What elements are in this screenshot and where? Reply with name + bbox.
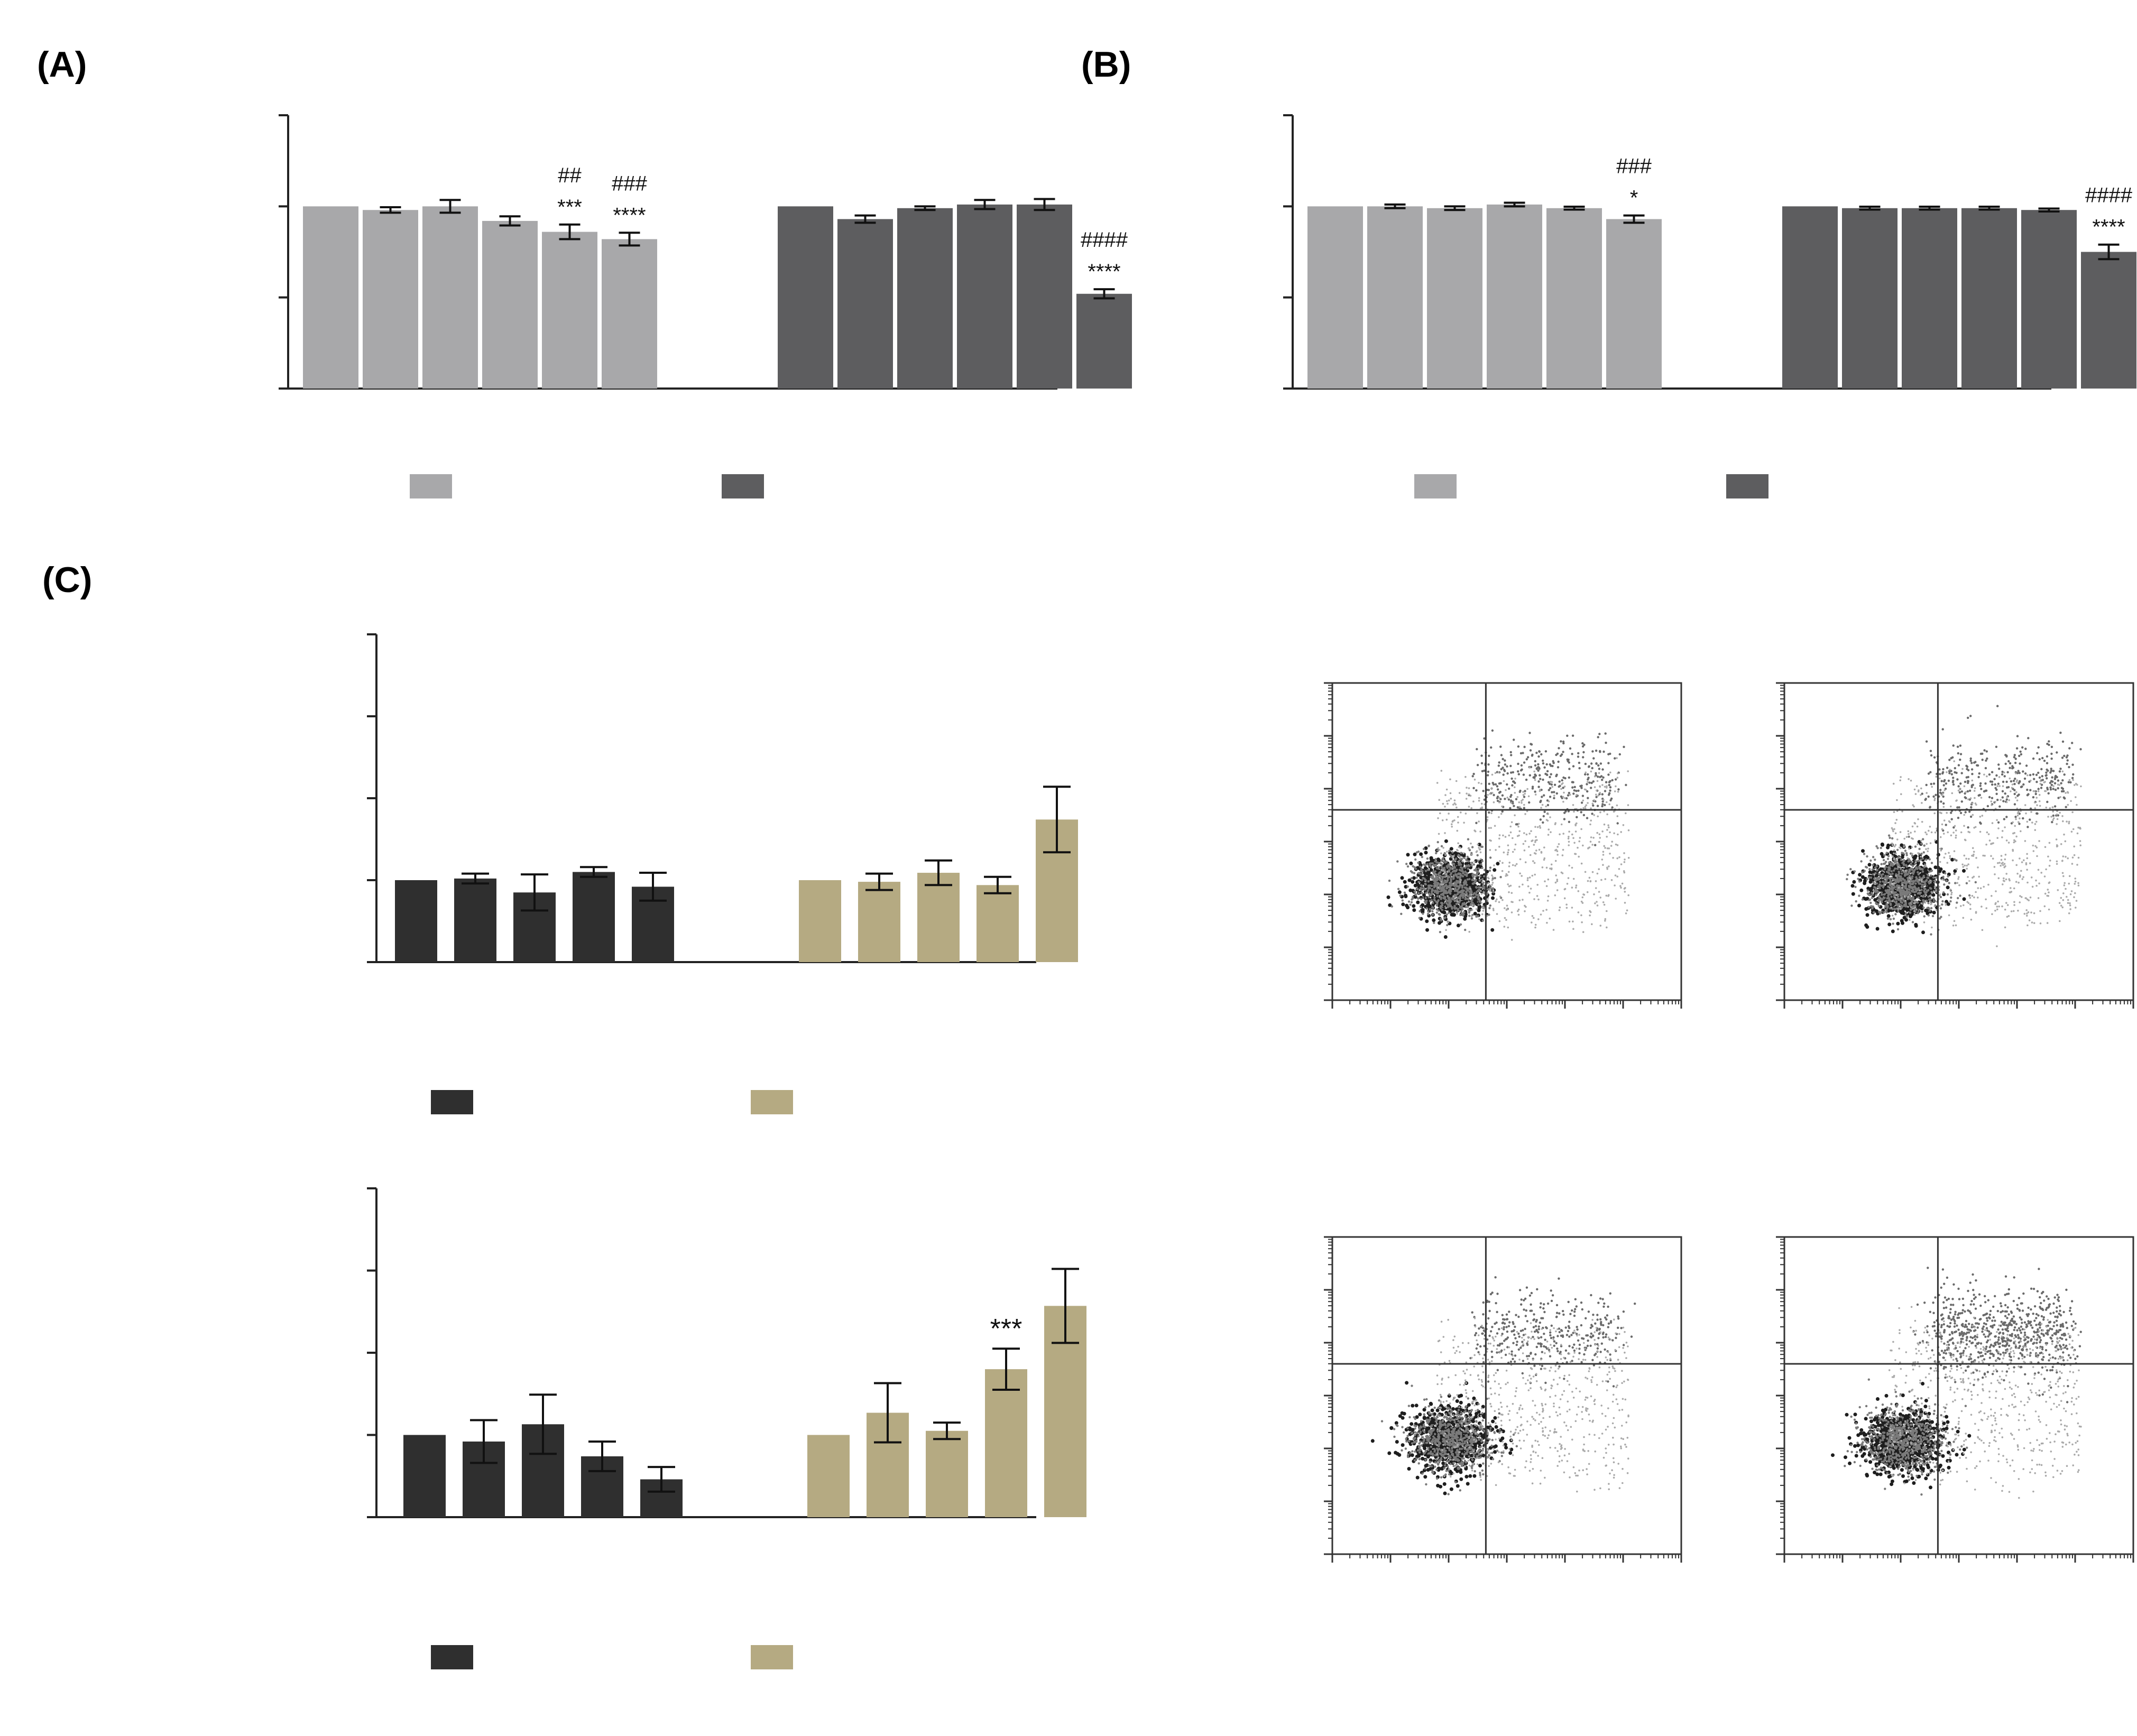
bar bbox=[1076, 293, 1132, 389]
bar bbox=[778, 206, 833, 389]
flow-plot-0-6h bbox=[1324, 682, 1682, 1009]
bar bbox=[1902, 208, 1957, 389]
significance-mark: *** bbox=[557, 196, 582, 219]
flow-plot-20-6h bbox=[1776, 682, 2134, 1009]
bar bbox=[977, 885, 1019, 962]
bar bbox=[957, 204, 1012, 389]
legend-swatch bbox=[751, 1090, 793, 1114]
flow-plot-frame bbox=[1783, 682, 2134, 1001]
legend-swatch bbox=[431, 1645, 473, 1669]
legend-swatch bbox=[1726, 474, 1768, 498]
panel-label-b: (B) bbox=[1081, 44, 1131, 85]
significance-mark: **** bbox=[2092, 216, 2125, 239]
flow-dots bbox=[1386, 729, 1630, 941]
significance-mark: #### bbox=[2085, 184, 2133, 207]
bar bbox=[403, 1435, 446, 1517]
bar bbox=[1606, 219, 1662, 389]
bar bbox=[926, 1430, 968, 1517]
bar bbox=[1546, 208, 1602, 389]
bar bbox=[1842, 208, 1897, 389]
bar bbox=[1367, 206, 1423, 389]
flow-dots bbox=[1370, 1276, 1636, 1495]
cell-death-6h-chart bbox=[367, 633, 1078, 1114]
bar bbox=[363, 210, 418, 389]
cell-death-12h-chart: *** bbox=[367, 1187, 1086, 1669]
bar bbox=[897, 208, 953, 389]
bar bbox=[1782, 206, 1838, 389]
legend-swatch bbox=[1414, 474, 1457, 498]
flow-plot-0-12h bbox=[1324, 1236, 1682, 1563]
significance-mark: * bbox=[1630, 187, 1638, 210]
bar bbox=[1427, 208, 1482, 389]
panel-label-a: (A) bbox=[37, 44, 87, 85]
bar bbox=[1961, 208, 2017, 389]
bar bbox=[837, 219, 893, 389]
flow-plot-frame bbox=[1331, 682, 1682, 1001]
bar bbox=[2021, 210, 2077, 389]
bar bbox=[917, 873, 960, 962]
flow-dots bbox=[1846, 705, 2082, 947]
legend-swatch bbox=[722, 474, 764, 498]
bar bbox=[1017, 204, 1072, 389]
significance-mark: ### bbox=[1616, 155, 1652, 178]
bar bbox=[602, 239, 657, 389]
bar bbox=[807, 1435, 850, 1517]
panel-label-c: (C) bbox=[42, 560, 92, 600]
bar bbox=[858, 882, 900, 962]
bar bbox=[985, 1369, 1027, 1517]
flow-plot-20-12h bbox=[1776, 1236, 2134, 1563]
bar bbox=[454, 878, 496, 962]
significance-mark: *** bbox=[990, 1314, 1023, 1344]
legend-swatch bbox=[431, 1090, 473, 1114]
bar bbox=[303, 206, 358, 389]
bar bbox=[1487, 204, 1542, 389]
bar bbox=[482, 220, 538, 389]
flow-plot-frame bbox=[1331, 1236, 1682, 1555]
significance-mark: **** bbox=[1088, 260, 1120, 283]
cell-viability-chart-b: * ### **** #### bbox=[1283, 114, 2136, 498]
bar bbox=[542, 232, 597, 389]
flow-dots bbox=[1831, 1267, 2082, 1499]
significance-mark: ## bbox=[558, 164, 582, 187]
bar bbox=[395, 880, 437, 962]
significance-mark: **** bbox=[613, 204, 646, 227]
bar bbox=[799, 880, 841, 962]
legend-swatch bbox=[751, 1645, 793, 1669]
flow-plot-frame bbox=[1783, 1236, 2134, 1555]
significance-mark: ### bbox=[612, 172, 647, 195]
legend-swatch bbox=[410, 474, 452, 498]
bar bbox=[422, 206, 478, 389]
bar bbox=[2081, 252, 2136, 389]
cell-viability-chart-a: *** ## **** ### **** #### bbox=[279, 114, 1132, 498]
bar bbox=[1307, 206, 1363, 389]
bar bbox=[573, 872, 615, 962]
significance-mark: #### bbox=[1081, 228, 1128, 252]
